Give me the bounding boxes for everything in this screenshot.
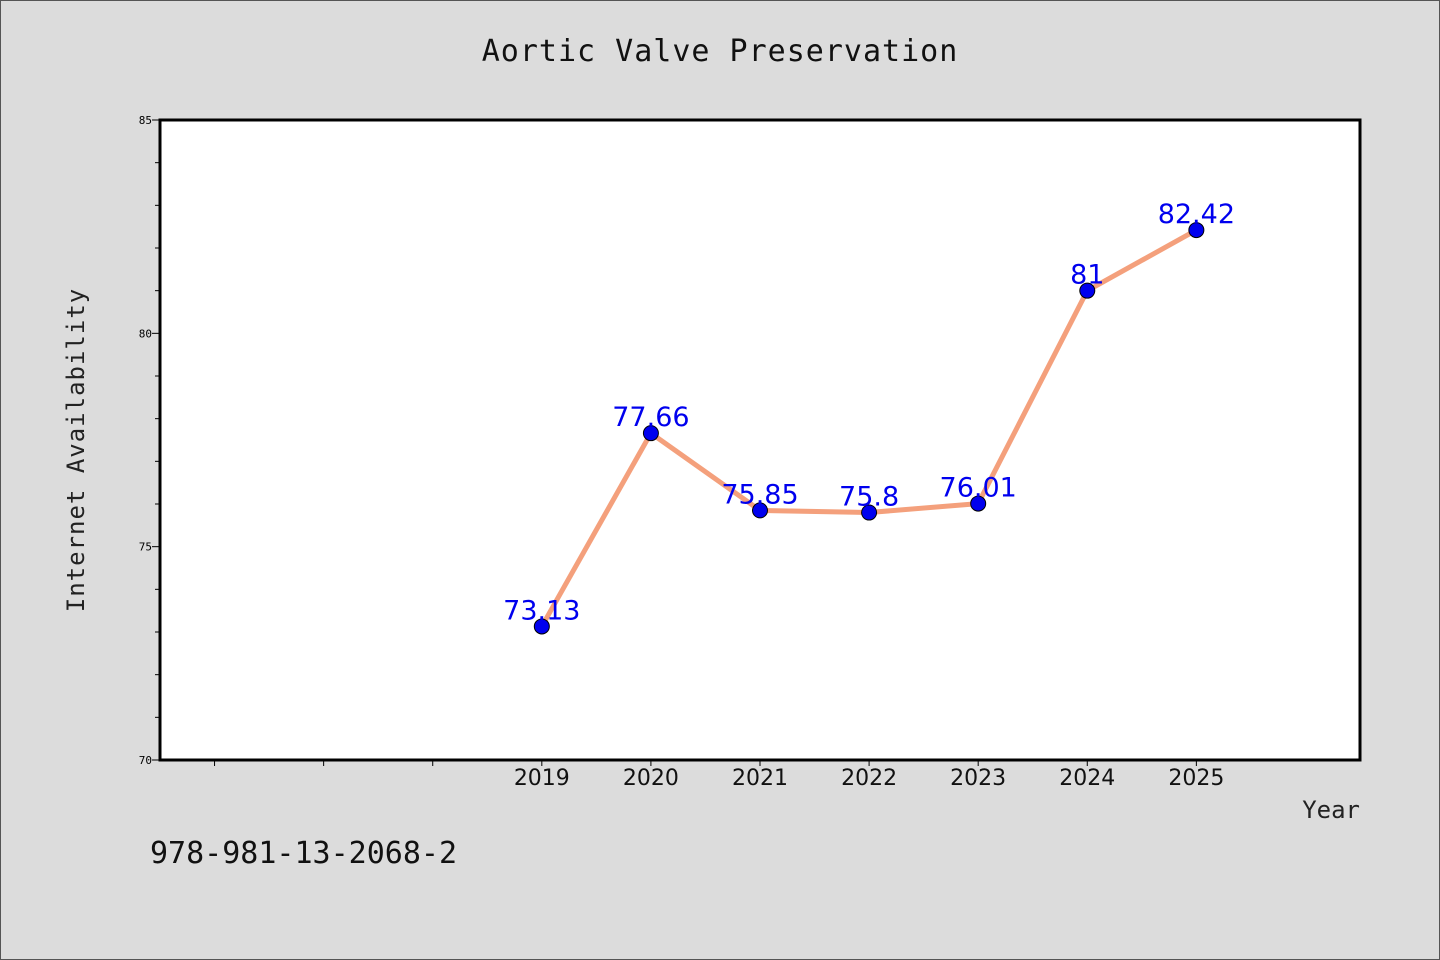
data-point	[970, 495, 987, 512]
x-tick-label: 2023	[950, 766, 1006, 791]
plot-area	[158, 118, 1362, 762]
data-label: 75.85	[721, 479, 798, 510]
chart-title: Aortic Valve Preservation	[481, 34, 959, 69]
y-tick-label: 85	[139, 114, 152, 127]
data-point	[861, 504, 878, 521]
data-point	[1188, 222, 1205, 239]
x-axis-label: Year	[1302, 796, 1360, 824]
footer-code: 978-981-13-2068-2	[150, 836, 458, 871]
data-label: 73.13	[503, 595, 580, 626]
data-label: 77.66	[612, 402, 689, 433]
y-tick-label: 75	[139, 541, 152, 554]
data-label: 76.01	[940, 473, 1017, 504]
x-tick-label: 2019	[514, 766, 570, 791]
x-tick-label: 2021	[732, 766, 788, 791]
y-tick-label: 80	[139, 327, 152, 340]
x-tick-label: 2022	[841, 766, 897, 791]
data-point	[752, 502, 768, 519]
x-tick-label: 2020	[623, 766, 679, 791]
data-label: 81	[1070, 260, 1104, 291]
data-label: 82.42	[1158, 199, 1235, 230]
x-tick-label: 2025	[1168, 766, 1224, 791]
data-point	[1079, 282, 1096, 299]
data-point	[642, 425, 659, 442]
data-label: 75.8	[839, 482, 899, 513]
x-tick-label: 2024	[1059, 766, 1115, 791]
y-tick-label: 70	[139, 754, 152, 767]
data-point	[533, 618, 550, 635]
